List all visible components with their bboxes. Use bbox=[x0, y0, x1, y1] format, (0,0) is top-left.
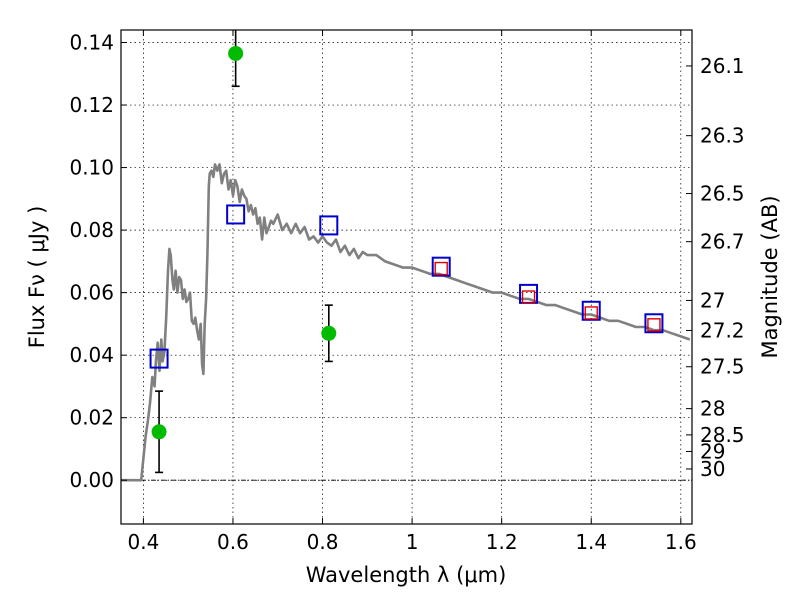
x-tick-label: 0.8 bbox=[307, 530, 339, 554]
y-tick-labels: 0.00 0.02 0.04 0.06 0.08 0.10 0.12 0.14 bbox=[69, 31, 114, 493]
x-tick-label: 1 bbox=[406, 530, 419, 554]
y-axis-title: Flux Fν ( μJy ) bbox=[25, 206, 49, 349]
right-tick-label: 27 bbox=[700, 288, 725, 312]
y-tick-label: 0.00 bbox=[69, 468, 114, 492]
right-tick-label: 26.5 bbox=[700, 182, 745, 206]
model-sed-series bbox=[121, 163, 691, 482]
y-tick-label: 0.14 bbox=[69, 31, 114, 55]
right-tick-label: 26.3 bbox=[700, 124, 745, 148]
y-tick-label: 0.12 bbox=[69, 93, 114, 117]
right-tick-label: 28.5 bbox=[700, 423, 745, 447]
tick-marks bbox=[121, 30, 692, 524]
x-tick-label: 1.4 bbox=[575, 530, 607, 554]
observed-flux-point bbox=[321, 325, 337, 341]
fitted-flux-square bbox=[521, 290, 536, 304]
model-flux-square bbox=[581, 300, 601, 321]
y-tick-label: 0.04 bbox=[69, 343, 114, 367]
fitted-flux-square bbox=[434, 261, 448, 276]
fitted-flux-square bbox=[584, 306, 598, 320]
y-tick-label: 0.06 bbox=[69, 281, 114, 305]
model-flux-square bbox=[226, 204, 246, 225]
model-flux-square bbox=[431, 256, 451, 277]
x-tick-label: 1.6 bbox=[665, 530, 697, 554]
y-tick-label: 0.08 bbox=[69, 218, 114, 242]
x-tick-label: 0.6 bbox=[217, 530, 249, 554]
y-tick-label: 0.02 bbox=[69, 406, 114, 430]
plot-frame bbox=[120, 29, 693, 525]
right-axis-title: Magnitude (AB) bbox=[758, 195, 782, 358]
observed-flux-point bbox=[228, 45, 244, 61]
x-tick-labels: 0.4 0.6 0.8 1 1.2 1.4 1.6 bbox=[127, 530, 696, 554]
right-tick-label: 28 bbox=[700, 397, 725, 421]
model-flux-square bbox=[149, 348, 169, 369]
sed-curve bbox=[121, 163, 691, 482]
right-tick-label: 26.1 bbox=[700, 54, 745, 78]
x-axis-title: Wavelength λ (μm) bbox=[306, 563, 507, 587]
x-tick-label: 0.4 bbox=[127, 530, 159, 554]
model-flux-square bbox=[319, 215, 339, 236]
marker-series bbox=[149, 45, 664, 440]
right-tick-label: 29 bbox=[700, 439, 725, 463]
right-tick-label: 26.7 bbox=[700, 230, 745, 254]
observed-flux-point bbox=[151, 424, 167, 440]
fitted-flux-square bbox=[647, 318, 661, 332]
plot-area bbox=[121, 30, 692, 524]
y-tick-label: 0.10 bbox=[69, 156, 114, 180]
right-tick-label: 27.5 bbox=[700, 355, 745, 379]
right-tick-label: 27.2 bbox=[700, 318, 745, 342]
x-tick-label: 1.2 bbox=[486, 530, 518, 554]
model-flux-square bbox=[644, 313, 664, 334]
right-tick-label: 30 bbox=[700, 457, 725, 481]
